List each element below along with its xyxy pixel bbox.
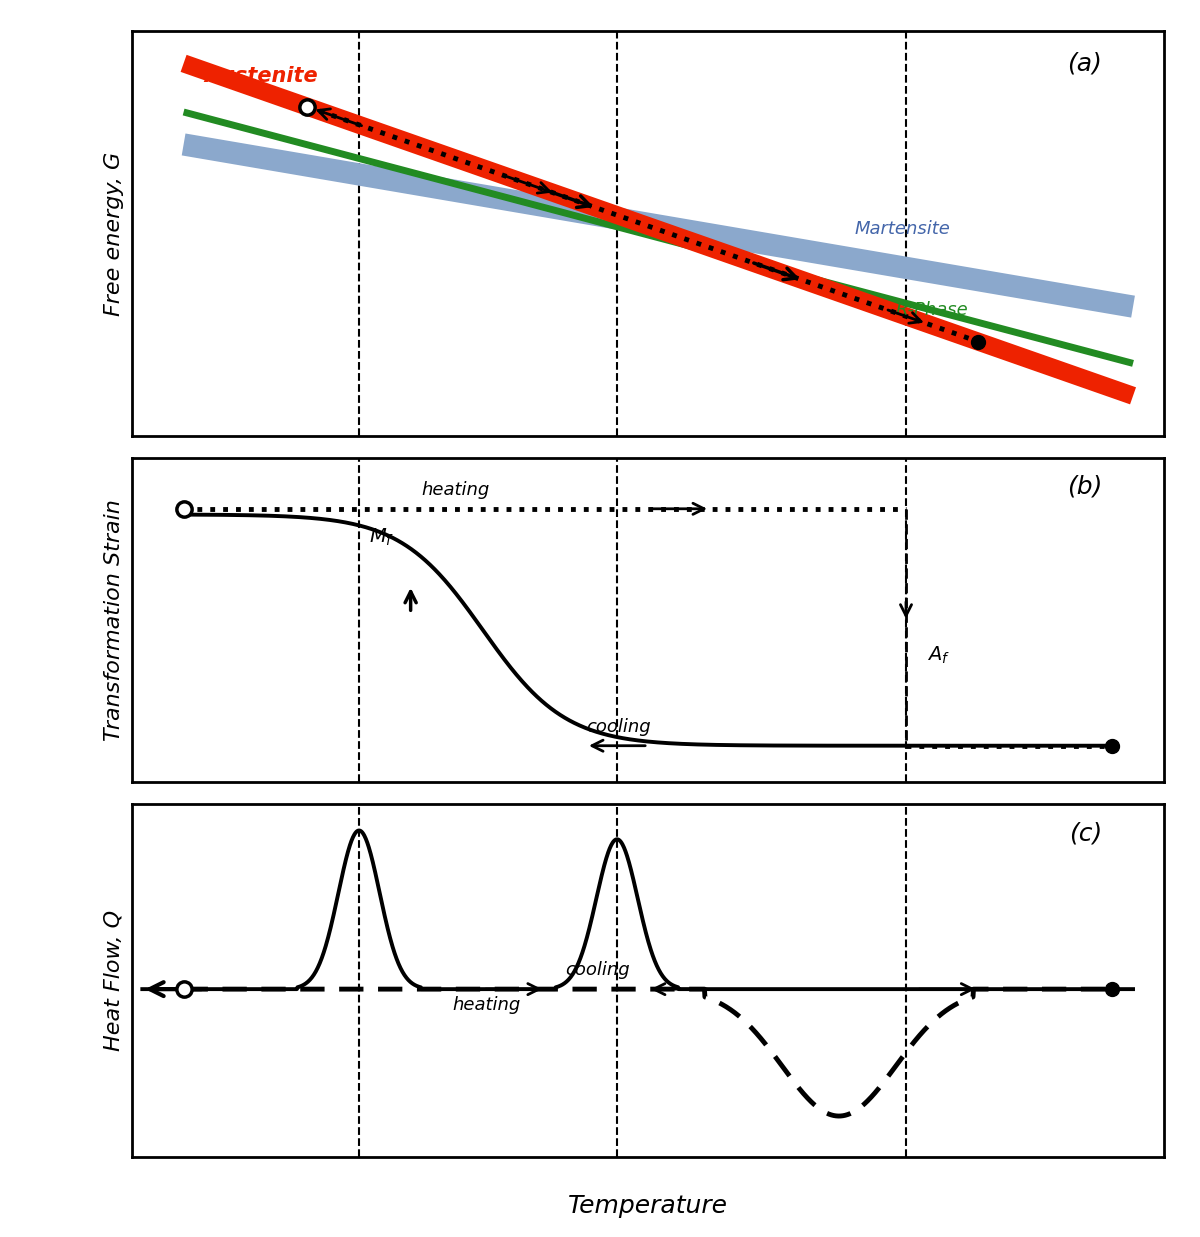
Text: Austenite: Austenite [204, 66, 318, 85]
Text: heating: heating [421, 481, 490, 499]
Text: heating: heating [452, 996, 520, 1014]
Text: Martensite: Martensite [854, 220, 950, 238]
Y-axis label: Free energy, G: Free energy, G [103, 151, 124, 315]
Y-axis label: Transformation Strain: Transformation Strain [103, 500, 124, 741]
Text: Temperature: Temperature [568, 1195, 728, 1218]
Text: R-Phase: R-Phase [895, 301, 968, 319]
Y-axis label: Heat Flow, Q: Heat Flow, Q [103, 909, 124, 1051]
Text: cooling: cooling [565, 961, 630, 978]
Text: $M_f$: $M_f$ [370, 527, 395, 548]
Text: $A_f$: $A_f$ [926, 646, 949, 667]
Text: cooling: cooling [586, 717, 650, 736]
Text: (b): (b) [1067, 474, 1102, 499]
Text: (c): (c) [1069, 821, 1102, 846]
Text: (a): (a) [1067, 51, 1102, 75]
